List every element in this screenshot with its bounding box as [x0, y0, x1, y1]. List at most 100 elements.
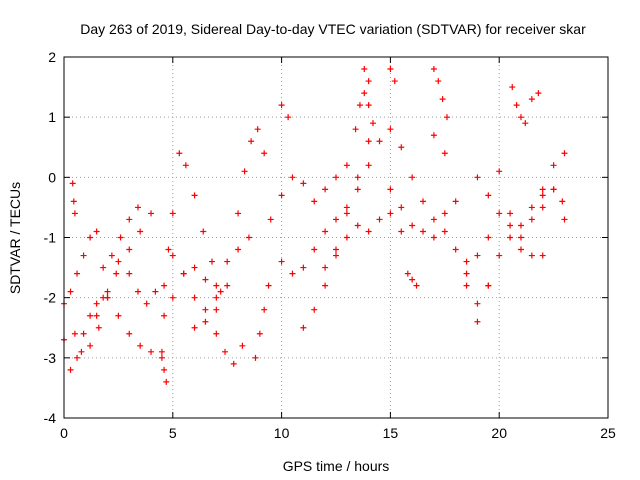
data-point	[485, 234, 492, 241]
data-point	[278, 102, 285, 109]
series-group	[252, 282, 272, 361]
data-point	[117, 234, 124, 241]
data-point	[361, 66, 368, 73]
data-point	[409, 276, 416, 283]
data-point	[87, 234, 94, 241]
data-point	[182, 162, 189, 169]
data-point	[213, 294, 220, 301]
data-point	[496, 252, 503, 259]
data-point	[289, 270, 296, 277]
data-point	[191, 264, 198, 271]
data-point	[152, 288, 159, 295]
data-point	[539, 186, 546, 193]
series-group	[213, 330, 246, 367]
data-point	[343, 210, 350, 217]
y-tick-label: 2	[48, 49, 56, 65]
series-group	[365, 126, 437, 223]
x-tick-label: 20	[491, 425, 507, 441]
data-point	[387, 66, 394, 73]
data-point	[239, 342, 246, 349]
series-group	[165, 150, 224, 295]
data-point	[224, 258, 231, 265]
series-group	[322, 210, 405, 271]
data-point	[126, 216, 133, 223]
series-group	[561, 216, 568, 223]
data-point	[241, 168, 248, 175]
data-point	[430, 132, 437, 139]
data-point	[535, 90, 542, 97]
series-group	[161, 264, 220, 319]
data-point	[420, 228, 427, 235]
data-point	[361, 90, 368, 97]
data-point	[208, 258, 215, 265]
data-point	[409, 174, 416, 181]
data-point	[100, 264, 107, 271]
data-point	[517, 114, 524, 121]
data-point	[87, 342, 94, 349]
data-point	[463, 282, 470, 289]
data-point	[507, 234, 514, 241]
series-group	[352, 90, 376, 133]
series-group	[404, 270, 420, 289]
data-point	[528, 216, 535, 223]
data-point	[213, 282, 220, 289]
data-point	[300, 264, 307, 271]
data-point	[256, 330, 263, 337]
data-point	[80, 252, 87, 259]
series-group	[104, 294, 165, 355]
data-point	[67, 288, 74, 295]
data-point	[474, 318, 481, 325]
data-point	[387, 210, 394, 217]
data-point	[148, 348, 155, 355]
y-axis-label: SDTVAR / TECUs	[7, 182, 23, 294]
data-point	[169, 294, 176, 301]
data-point	[356, 102, 363, 109]
data-point	[300, 180, 307, 187]
data-point	[365, 138, 372, 145]
data-point	[452, 198, 459, 205]
series-group	[61, 294, 107, 373]
data-point	[509, 84, 516, 91]
data-point	[252, 354, 259, 361]
data-point	[409, 222, 416, 229]
data-point	[176, 150, 183, 157]
series-group	[387, 66, 398, 85]
series-group	[430, 132, 437, 139]
data-point	[322, 186, 329, 193]
x-tick-label: 15	[383, 425, 399, 441]
series-group	[191, 234, 252, 331]
data-point	[267, 216, 274, 223]
data-point	[74, 270, 81, 277]
data-point	[507, 222, 514, 229]
data-point	[550, 186, 557, 193]
y-tick-label: 1	[48, 109, 56, 125]
data-point	[165, 246, 172, 253]
data-point	[522, 120, 529, 127]
data-point	[387, 186, 394, 193]
y-tick-label: -2	[44, 290, 57, 306]
data-point	[420, 198, 427, 205]
series-group	[463, 150, 568, 265]
data-point	[485, 192, 492, 199]
data-point	[311, 246, 318, 253]
series-group	[430, 66, 450, 121]
data-point	[300, 324, 307, 331]
series-group	[300, 138, 372, 331]
data-point	[333, 246, 339, 253]
data-point	[391, 78, 398, 85]
series-group	[61, 228, 100, 307]
chart-title: Day 263 of 2019, Sidereal Day-to-day VTE…	[80, 21, 586, 37]
data-point	[71, 330, 78, 337]
data-point	[398, 204, 405, 211]
data-point	[261, 306, 268, 313]
data-point	[202, 306, 209, 313]
data-point	[230, 360, 237, 367]
data-point	[191, 192, 198, 199]
axis-ticks: 0 5 10 15 20 25 -4 -3 -2 -1 0 1 2	[44, 49, 616, 441]
data-point	[443, 114, 450, 121]
data-point	[354, 186, 361, 193]
data-point	[311, 306, 318, 313]
series-group	[169, 252, 231, 325]
series-group	[267, 162, 350, 223]
